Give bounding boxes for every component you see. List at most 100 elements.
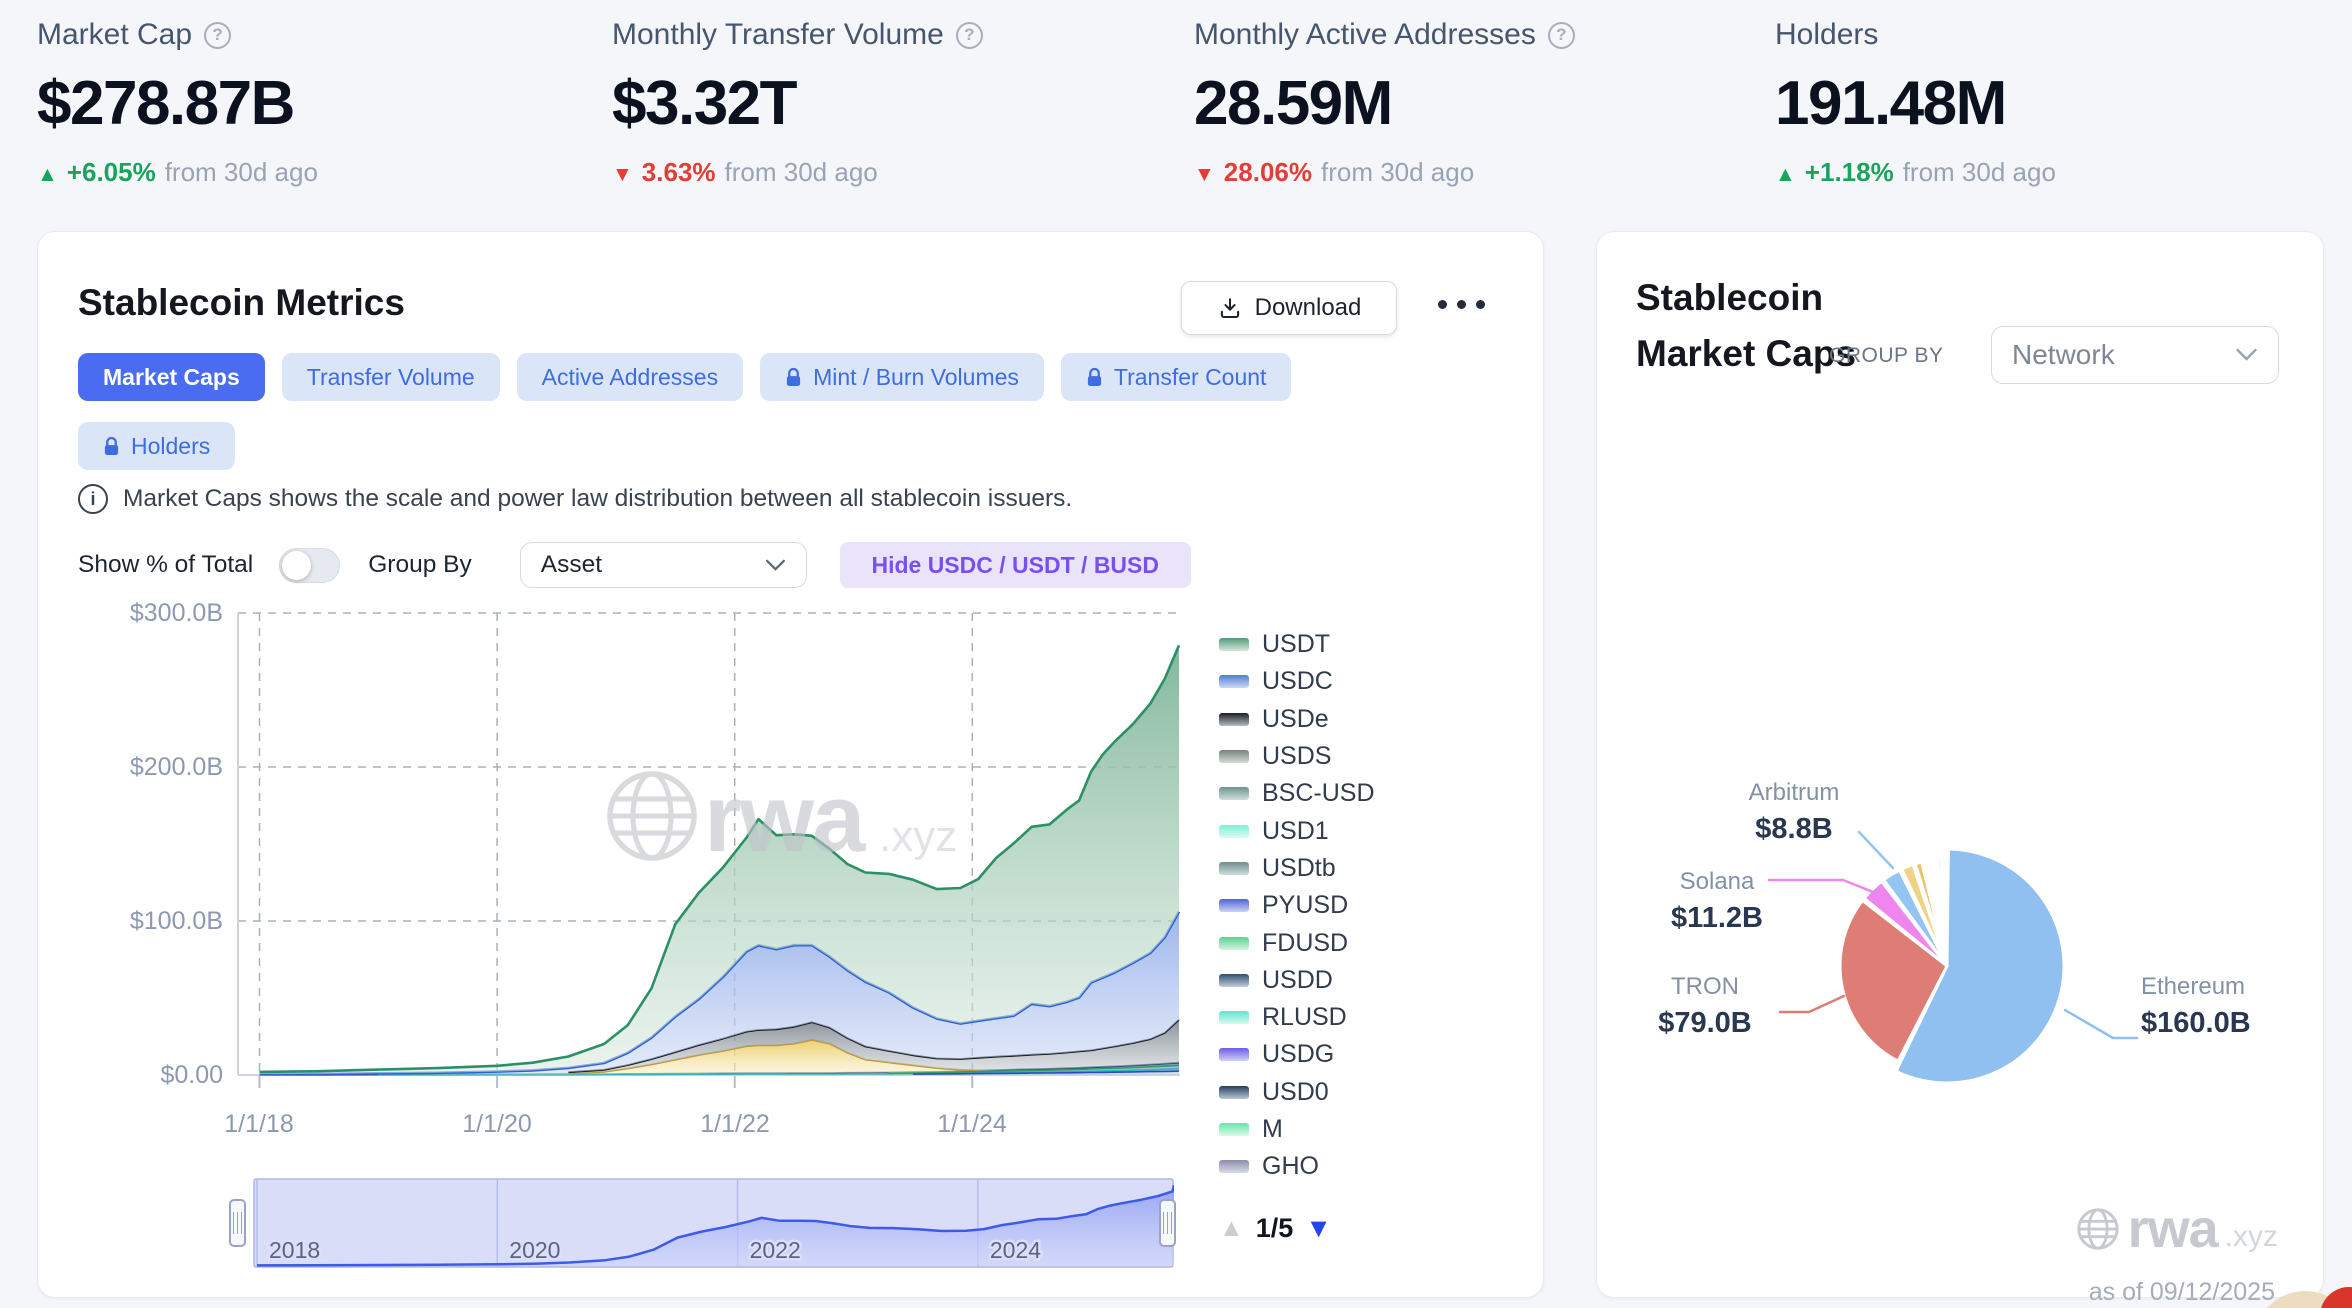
- legend-item-PYUSD[interactable]: PYUSD: [1219, 887, 1375, 924]
- svg-text:.xyz: .xyz: [879, 812, 957, 861]
- legend-swatch: [1219, 899, 1249, 913]
- tab-active-addresses[interactable]: Active Addresses: [516, 353, 744, 401]
- pie-slice-value: $79.0B: [1658, 1007, 1752, 1039]
- tab-label: Market Caps: [103, 363, 240, 390]
- legend-swatch: [1219, 638, 1249, 652]
- y-axis-tick: $200.0B: [129, 753, 223, 781]
- download-icon: [1220, 298, 1239, 319]
- delta-suffix: from 30d ago: [164, 157, 318, 187]
- stacked-area-chart[interactable]: rwa .xyz: [234, 601, 1180, 1091]
- legend-page-indicator: 1/5: [1255, 1213, 1294, 1243]
- more-menu-icon[interactable]: [1438, 300, 1485, 309]
- legend-pagination: ▲ 1/5 ▼: [1219, 1213, 1332, 1244]
- pie-label-arbitrum: Arbitrum $8.8B: [1714, 779, 1874, 846]
- stat-label-row: Market Cap ?: [37, 18, 318, 52]
- tab-label: Transfer Count: [1113, 363, 1267, 390]
- legend-item-GHO[interactable]: GHO: [1219, 1148, 1375, 1185]
- info-row: i Market Caps shows the scale and power …: [78, 484, 1072, 514]
- legend-item-USDG[interactable]: USDG: [1219, 1036, 1375, 1073]
- svg-text:2022: 2022: [750, 1237, 801, 1263]
- stat-label: Holders: [1775, 18, 1879, 51]
- pie-slice-name: Ethereum: [2141, 973, 2246, 1000]
- tab-holders[interactable]: Holders: [78, 422, 236, 470]
- stat-label: Market Cap: [37, 18, 193, 51]
- legend-swatch: [1219, 936, 1249, 950]
- hide-majors-button[interactable]: Hide USDC / USDT / BUSD: [839, 542, 1191, 588]
- legend-item-USDT[interactable]: USDT: [1219, 626, 1375, 663]
- pie-slice-value: $11.2B: [1671, 902, 1763, 934]
- stablecoin-market-caps-card: Stablecoin Market Caps GROUP BY Network …: [1596, 231, 2324, 1306]
- legend-item-FDUSD[interactable]: FDUSD: [1219, 924, 1375, 961]
- stat-holders: Holders 191.48M ▲ +1.18% from 30d ago: [1775, 18, 2056, 188]
- legend-swatch: [1219, 973, 1249, 987]
- legend-item-USD0[interactable]: USD0: [1219, 1074, 1375, 1111]
- legend-item-M[interactable]: M: [1219, 1111, 1375, 1148]
- legend-page-up-icon[interactable]: ▲: [1219, 1214, 1244, 1242]
- legend-swatch: [1219, 1011, 1249, 1025]
- network-pie-chart[interactable]: [1597, 712, 2323, 1272]
- brush-handle-right[interactable]: [1159, 1199, 1176, 1247]
- delta-suffix: from 30d ago: [1902, 157, 2056, 187]
- svg-text:rwa: rwa: [704, 765, 866, 872]
- group-by-value: Asset: [540, 551, 603, 578]
- delta-pct: 28.06%: [1223, 157, 1312, 187]
- time-range-brush[interactable]: 2018 2020 2022 2024: [253, 1178, 1174, 1268]
- tab-label: Holders: [131, 432, 211, 459]
- info-icon: i: [78, 484, 108, 514]
- legend-swatch: [1219, 1123, 1249, 1136]
- side-card-title: Stablecoin Market Caps: [1636, 277, 1857, 374]
- legend-item-BSC-USD[interactable]: BSC-USD: [1219, 775, 1375, 812]
- tab-transfer-count[interactable]: Transfer Count: [1060, 353, 1292, 401]
- tab-label: Active Addresses: [541, 363, 719, 390]
- stat-market-cap: Market Cap ? $278.87B ▲ +6.05% from 30d …: [37, 18, 318, 188]
- stat-delta: ▼ 3.63% from 30d ago: [612, 157, 983, 188]
- as-of-date: as of 09/12/2025: [2088, 1278, 2275, 1306]
- help-icon[interactable]: ?: [1547, 21, 1575, 49]
- stat-value: 191.48M: [1775, 69, 2007, 138]
- show-pct-toggle[interactable]: [279, 547, 341, 583]
- legend-label: USDG: [1262, 1040, 1335, 1069]
- svg-text:2020: 2020: [509, 1237, 560, 1263]
- metric-tabs-row-1: Market Caps Transfer Volume Active Addre…: [78, 353, 1292, 401]
- pie-slice-name: Solana: [1679, 868, 1755, 895]
- legend-swatch: [1219, 712, 1249, 726]
- legend-item-USDS[interactable]: USDS: [1219, 738, 1375, 775]
- network-select[interactable]: Network: [1991, 326, 2279, 384]
- stat-value: 28.59M: [1194, 69, 1393, 138]
- legend-label: USDS: [1262, 742, 1332, 771]
- legend-swatch: [1219, 1160, 1249, 1174]
- legend-page-down-icon[interactable]: ▼: [1305, 1213, 1333, 1243]
- help-icon[interactable]: ?: [955, 21, 983, 49]
- legend-item-USDD[interactable]: USDD: [1219, 962, 1375, 999]
- legend-item-USD1[interactable]: USD1: [1219, 812, 1375, 849]
- group-by-select[interactable]: Asset: [519, 542, 807, 588]
- legend-swatch: [1219, 861, 1249, 875]
- help-icon[interactable]: ?: [204, 21, 232, 49]
- legend-item-USDC[interactable]: USDC: [1219, 663, 1375, 700]
- svg-text:2018: 2018: [269, 1237, 320, 1263]
- delta-suffix: from 30d ago: [724, 157, 878, 187]
- legend-label: GHO: [1262, 1152, 1319, 1181]
- legend-label: USDtb: [1262, 853, 1336, 882]
- brush-handle-left[interactable]: [229, 1199, 246, 1247]
- legend-item-RLUSD[interactable]: RLUSD: [1219, 999, 1375, 1036]
- tab-label: Transfer Volume: [306, 363, 475, 390]
- tab-transfer-volume[interactable]: Transfer Volume: [281, 353, 500, 401]
- stat-value: $278.87B: [37, 69, 295, 138]
- legend-item-USDtb[interactable]: USDtb: [1219, 850, 1375, 887]
- toggle-knob: [282, 550, 312, 580]
- legend-item-USDe[interactable]: USDe: [1219, 701, 1375, 738]
- stat-label: Monthly Active Addresses: [1194, 18, 1536, 51]
- lock-icon: [786, 367, 801, 386]
- pie-label-solana: Solana $11.2B: [1637, 868, 1797, 935]
- legend-swatch: [1219, 750, 1249, 764]
- tab-mint-burn-volumes[interactable]: Mint / Burn Volumes: [760, 353, 1044, 401]
- lock-icon: [104, 436, 119, 455]
- tab-market-caps[interactable]: Market Caps: [78, 353, 265, 401]
- card-title: Stablecoin Metrics: [78, 282, 405, 323]
- download-button[interactable]: Download: [1181, 281, 1397, 335]
- metric-tabs-row-2: Holders: [78, 422, 236, 470]
- arrow-up-icon: ▲: [1775, 163, 1796, 186]
- legend-label: USDD: [1262, 965, 1333, 994]
